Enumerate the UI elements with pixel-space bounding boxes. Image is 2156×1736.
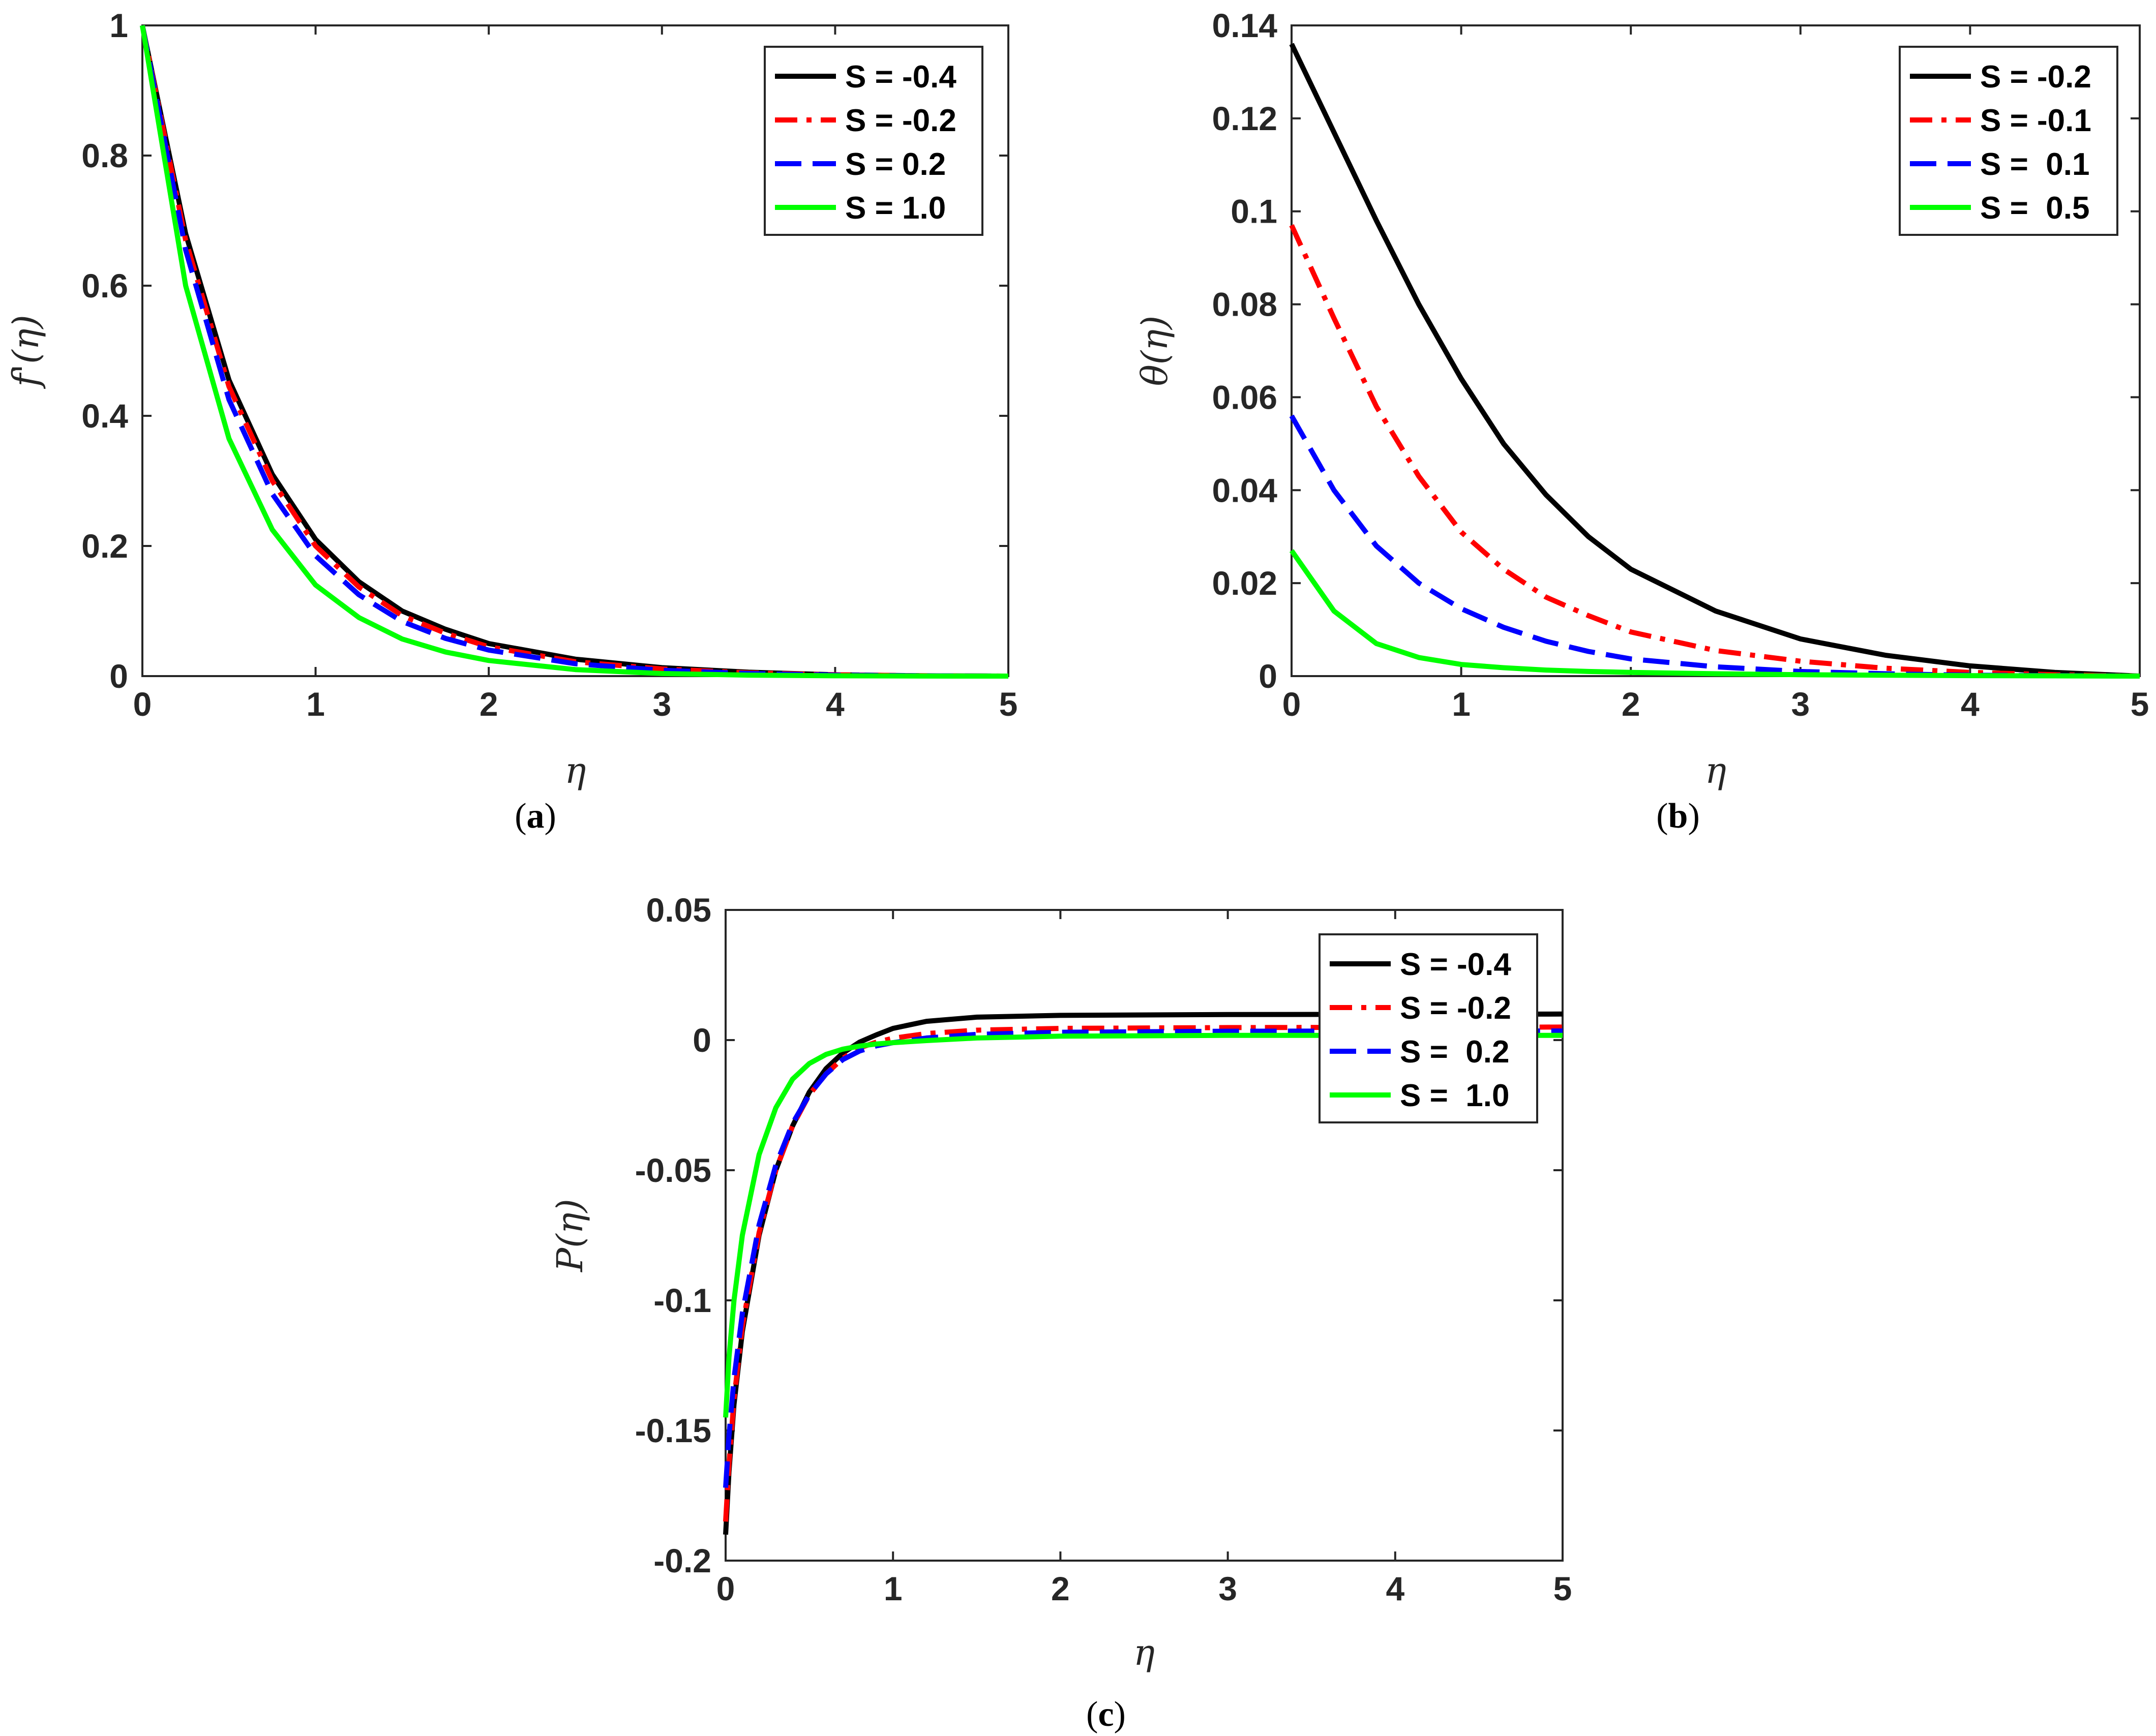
panel-c-ylabel: P(η) xyxy=(549,1199,591,1273)
panel-a-ytick-label: 0.4 xyxy=(81,397,128,435)
panel-b-xtick-label: 4 xyxy=(1961,685,1980,723)
panel-b-ytick-label: 0.12 xyxy=(1212,100,1277,137)
panel-a-xtick-label: 1 xyxy=(306,685,325,723)
panel-b-ylabel: θ(η) xyxy=(1134,316,1176,386)
panel-b-series-line-2 xyxy=(1289,414,2140,679)
panel-c-legend-label-1: S = -0.2 xyxy=(1400,991,1511,1026)
panel-a-chart: 0 1 2 3 4 5 0 0.2 0.4 0.6 0.8 1 η f'(η) S = -0.4 S = -0… xyxy=(5,7,1017,791)
panel-a-ytick-label: 0.2 xyxy=(81,527,128,565)
caption-b-letter: b xyxy=(1668,797,1688,836)
panel-b-xtick-label: 3 xyxy=(1791,685,1810,723)
panel-a-axes-box xyxy=(141,24,1009,677)
panel-c-axes-box xyxy=(725,909,1564,1562)
panel-c-series-line-2 xyxy=(723,1028,1563,1488)
panel-c-ytick-label: -0.15 xyxy=(635,1412,711,1449)
panel-a-xtick-label: 0 xyxy=(133,685,152,723)
panel-b-legend-label-0: S = -0.2 xyxy=(1980,59,2091,95)
panel-b-ytick-label: 0.14 xyxy=(1212,7,1278,44)
panel-a-ylabel: f'(η) xyxy=(5,315,47,389)
panel-a-series-line-2 xyxy=(140,25,1009,679)
panel-c-ytick-label: -0.2 xyxy=(653,1542,711,1579)
panel-a-xlabel: η xyxy=(565,750,586,791)
panel-c-xtick-label: 0 xyxy=(716,1570,735,1607)
panel-b-ytick-label: 0.1 xyxy=(1231,193,1277,230)
panel-a-legend-label-2: S = 0.2 xyxy=(845,147,946,182)
panel-b-xlabel: η xyxy=(1705,750,1726,791)
panel-a-ytick-label: 0.6 xyxy=(81,267,128,304)
panel-b-chart: 0 1 2 3 4 5 0 0.02 0.04 0.06 0.08 0.1 0.12 0.14 η θ(η) S… xyxy=(1134,7,2149,791)
caption-b: (b) xyxy=(1656,797,1700,836)
panel-a-legend-label-3: S = 1.0 xyxy=(845,191,946,226)
panel-c-legend-label-3: S = 1.0 xyxy=(1400,1078,1509,1113)
panel-a-ytick-label: 0 xyxy=(109,657,128,695)
panel-b-ytick-label: 0.04 xyxy=(1212,471,1278,509)
panel-b-legend-label-3: S = 0.5 xyxy=(1980,191,2089,226)
panel-b-ytick-label: 0.02 xyxy=(1212,564,1277,602)
panel-a-xtick-label: 3 xyxy=(652,685,671,723)
panel-c-chart: 0 1 2 3 4 5 -0.2 -0.15 -0.1 -0.05 0 0.05 η P(η) S = -0… xyxy=(549,891,1572,1673)
panel-c-legend-label-2: S = 0.2 xyxy=(1400,1034,1509,1070)
panel-b-legend-label-1: S = -0.1 xyxy=(1980,103,2091,138)
panel-c-ytick-label: 0.05 xyxy=(646,891,711,929)
panel-c-ytick-label: -0.05 xyxy=(635,1151,711,1189)
panel-b-series-line-1 xyxy=(1289,224,2140,679)
panel-c-xtick-label: 5 xyxy=(1553,1570,1572,1607)
panel-c-ytick-label: -0.1 xyxy=(653,1282,711,1319)
panel-b-series-line-0 xyxy=(1289,43,2140,679)
panel-c-xtick-label: 3 xyxy=(1218,1570,1237,1607)
panel-c-xlabel: η xyxy=(1133,1632,1155,1673)
panel-b-xtick-label: 5 xyxy=(2131,685,2149,723)
panel-b-ytick-label: 0 xyxy=(1259,657,1277,695)
panel-b-ytick-label: 0.06 xyxy=(1212,378,1277,416)
panel-a-ytick-label: 1 xyxy=(109,7,128,44)
panel-a-ytick-label: 0.8 xyxy=(81,137,128,174)
panel-b-ytick-label: 0.08 xyxy=(1212,286,1277,323)
panel-c-xtick-label: 2 xyxy=(1051,1570,1070,1607)
panel-b-legend-label-2: S = 0.1 xyxy=(1980,147,2089,182)
caption-a-letter: a xyxy=(527,797,545,836)
panel-b-series-line-3 xyxy=(1289,549,2140,679)
panel-c-series-line-3 xyxy=(723,1032,1563,1418)
panel-a-legend-label-1: S = -0.2 xyxy=(845,103,956,138)
panel-a-series-line-3 xyxy=(140,25,1009,679)
caption-a: (a) xyxy=(515,797,556,836)
panel-c-ytick-label: 0 xyxy=(693,1021,711,1059)
panel-b-xtick-label: 2 xyxy=(1622,685,1640,723)
panel-b-xtick-label: 1 xyxy=(1452,685,1471,723)
panel-c-xtick-label: 1 xyxy=(884,1570,903,1607)
panel-a-xtick-label: 5 xyxy=(999,685,1018,723)
caption-c-letter: c xyxy=(1098,1695,1114,1734)
caption-c: (c) xyxy=(1086,1695,1126,1734)
panel-c-legend-label-0: S = -0.4 xyxy=(1400,947,1511,982)
panel-a-xtick-label: 2 xyxy=(480,685,498,723)
panel-a-legend-label-0: S = -0.4 xyxy=(845,59,956,95)
panel-c-xtick-label: 4 xyxy=(1386,1570,1404,1607)
panel-a-xtick-label: 4 xyxy=(826,685,845,723)
panel-b-xtick-label: 0 xyxy=(1282,685,1301,723)
